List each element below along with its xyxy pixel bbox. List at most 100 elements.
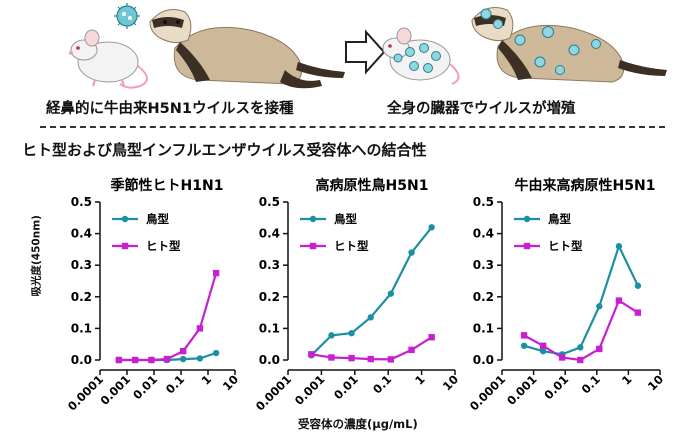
data-point (408, 346, 415, 354)
y-tick-label: 0.0 (473, 353, 494, 367)
data-point (196, 355, 204, 362)
data-point (634, 282, 642, 289)
data-point (615, 243, 623, 250)
data-point (387, 290, 395, 297)
virus-icon (114, 3, 140, 29)
data-point (212, 349, 220, 357)
y-tick-label: 0.0 (259, 353, 280, 367)
y-tick-label: 0.5 (259, 195, 280, 209)
y-tick-label: 0.2 (259, 290, 280, 304)
infected-ferret-icon (471, 7, 667, 83)
chart-title: 牛由来高病原性H5N1 (515, 177, 656, 194)
y-tick-label: 0.4 (473, 227, 494, 241)
data-point (212, 269, 220, 277)
x-axis-label: 受容体の濃度(μg/mL) (298, 417, 418, 431)
data-point (328, 354, 335, 361)
y-tick-label: 0.3 (259, 258, 280, 272)
infected-mouse-icon (382, 27, 460, 85)
legend-marker (309, 215, 317, 223)
data-point (558, 354, 566, 361)
x-tick-label: 0.01 (130, 372, 160, 402)
data-point (577, 344, 584, 351)
data-point (387, 356, 395, 363)
y-tick-label: 0.4 (259, 227, 280, 241)
chart-title: 高病原性鳥H5N1 (316, 177, 429, 194)
legend-marker (309, 242, 317, 250)
caption-left: 経鼻的に牛由来H5N1ウイルスを接種 (46, 101, 294, 117)
x-tick-label: 10 (645, 372, 666, 393)
series-line (118, 272, 218, 362)
y-tick-label: 0.3 (71, 258, 92, 272)
legend-label: 鳥型 (146, 212, 169, 226)
chart-title: 季節性ヒトH1N1 (110, 177, 224, 194)
legend-label: ヒト型 (334, 239, 369, 253)
mouse-icon (69, 29, 148, 89)
y-tick-label: 0.1 (259, 321, 280, 335)
caption-right: 全身の臓器でウイルスが増殖 (387, 101, 576, 117)
x-tick-label: 0.01 (541, 372, 571, 402)
legend-label: 鳥型 (334, 212, 357, 226)
data-point (179, 347, 187, 355)
legend-label: ヒト型 (146, 239, 181, 253)
y-tick-label: 0.5 (473, 195, 494, 209)
data-point (539, 342, 547, 349)
section-title: ヒト型および鳥型インフルエンザウイルス受容体への結合性 (22, 141, 427, 159)
x-tick-label: 0.0001 (467, 372, 508, 413)
data-point (367, 355, 374, 363)
dashed-divider (40, 126, 665, 128)
data-point (596, 345, 603, 353)
data-point (367, 314, 374, 321)
y-tick-label: 0.1 (71, 321, 92, 335)
data-point (348, 354, 355, 362)
data-point (520, 342, 528, 349)
data-point (428, 334, 435, 341)
data-point (596, 303, 603, 310)
data-point (196, 325, 204, 332)
data-point (163, 355, 171, 363)
y-tick-label: 0.5 (71, 195, 92, 209)
legend-marker (121, 215, 129, 223)
x-tick-label: 1 (619, 372, 635, 388)
data-point (308, 351, 315, 358)
x-tick-label: 0.0001 (253, 372, 294, 413)
x-tick-label: 0.0001 (65, 372, 106, 413)
data-point (328, 332, 335, 339)
ferret-icon (149, 9, 345, 89)
data-point (520, 332, 528, 339)
legend-marker (523, 215, 531, 223)
y-tick-label: 0.1 (473, 321, 494, 335)
arrow-right-icon (345, 29, 386, 75)
x-tick-label: 0.01 (331, 372, 361, 402)
x-tick-label: 0.1 (579, 372, 603, 396)
legend-marker (523, 242, 531, 250)
x-tick-label: 0.001 (504, 372, 540, 408)
data-point (131, 356, 139, 364)
x-tick-label: 0.1 (163, 372, 187, 396)
illustration (69, 3, 667, 89)
data-point (539, 347, 547, 355)
y-tick-label: 0.2 (473, 290, 494, 304)
x-tick-label: 0.001 (292, 372, 328, 408)
y-tick-label: 0.0 (71, 353, 92, 367)
data-point (115, 356, 123, 364)
data-point (348, 329, 355, 337)
y-tick-label: 0.3 (473, 258, 494, 272)
data-point (577, 356, 584, 364)
x-tick-label: 1 (199, 372, 215, 388)
y-tick-label: 0.4 (71, 227, 92, 241)
x-tick-label: 10 (220, 372, 241, 393)
x-tick-label: 0.1 (370, 372, 394, 396)
data-point (408, 249, 415, 256)
data-point (615, 297, 623, 304)
x-tick-label: 10 (440, 372, 461, 393)
data-point (148, 356, 155, 364)
legend-label: 鳥型 (548, 212, 571, 226)
y-tick-label: 0.2 (71, 290, 92, 304)
legend-label: ヒト型 (548, 239, 583, 253)
x-tick-label: 1 (412, 372, 428, 388)
data-point (634, 309, 642, 316)
data-point (179, 355, 187, 363)
x-tick-label: 0.001 (97, 372, 133, 408)
